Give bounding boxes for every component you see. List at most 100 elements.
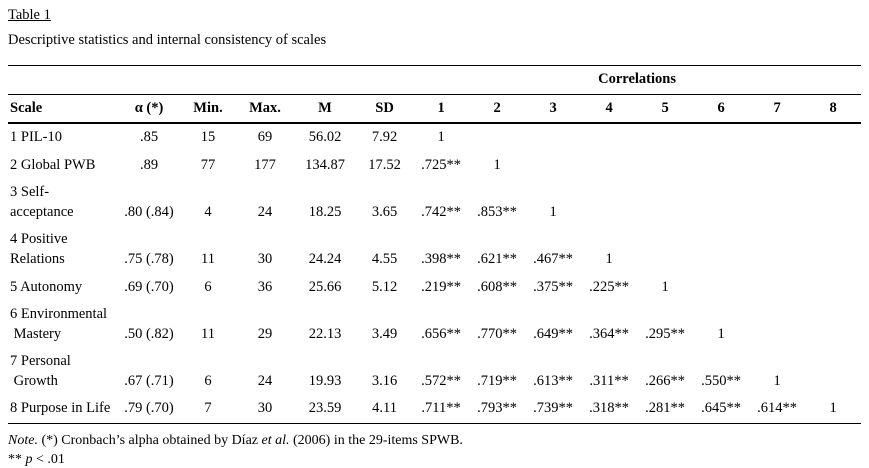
- value-cell: 1: [829, 400, 837, 417]
- value-cell: [693, 274, 749, 302]
- value-cell: 29: [257, 325, 273, 342]
- value-cell: .295**: [645, 325, 685, 342]
- value-cell: 30: [257, 250, 273, 267]
- sig-p: p: [25, 451, 33, 467]
- value-cell: .375**: [533, 278, 573, 295]
- column-header: 6: [693, 94, 750, 125]
- value-cell: .550**: [701, 372, 741, 389]
- value-cell: [805, 301, 861, 348]
- column-header: Min.: [180, 94, 236, 125]
- value-cell: 11: [201, 250, 215, 267]
- value-cell: 1: [605, 250, 613, 267]
- column-header: α (*): [118, 94, 180, 125]
- value-cell: 5.12: [371, 278, 398, 295]
- value-cell: 11: [201, 325, 215, 342]
- column-header: Scale: [8, 94, 118, 125]
- value-cell: [749, 301, 805, 348]
- column-header: 1: [413, 94, 470, 125]
- value-cell: 134.87: [305, 156, 345, 173]
- value-cell: .281**: [645, 400, 685, 417]
- table-row: 1 PIL-10 .85 15 69 56.02 7.92 1: [8, 123, 861, 152]
- value-cell: .75 (.78): [124, 250, 174, 267]
- value-cell: .770**: [477, 325, 517, 342]
- value-cell: .645**: [701, 400, 741, 417]
- value-cell: 25.66: [308, 278, 342, 295]
- value-cell: 1: [773, 372, 781, 389]
- value-cell: .311**: [589, 372, 629, 389]
- value-cell: 56.02: [308, 129, 342, 146]
- value-cell: .79 (.70): [124, 400, 174, 417]
- note-label: Note.: [8, 432, 38, 448]
- table-row: 2 Global PWB .89 77 177 134.87 17.52 .725** 1: [8, 152, 861, 180]
- value-cell: [693, 179, 749, 226]
- value-cell: .853**: [477, 203, 517, 220]
- value-cell: [637, 123, 693, 152]
- column-header: Max.: [236, 94, 294, 125]
- value-cell: .719**: [477, 372, 517, 389]
- value-cell: .266**: [645, 372, 685, 389]
- value-cell: .89: [139, 156, 159, 173]
- value-cell: 77: [200, 156, 216, 173]
- value-cell: .398**: [421, 250, 461, 267]
- group-header-empty-cell: [8, 65, 414, 95]
- note-text-1: (*) Cronbach’s alpha obtained by Díaz: [37, 432, 262, 448]
- value-cell: .67 (.71): [124, 372, 174, 389]
- value-cell: 24: [257, 203, 273, 220]
- value-cell: [749, 123, 805, 152]
- table-subtitle: Descriptive statistics and internal cons…: [8, 32, 327, 48]
- value-cell: .711**: [421, 400, 461, 417]
- value-cell: 30: [257, 400, 273, 417]
- column-header: SD: [356, 94, 414, 125]
- value-cell: 1: [549, 203, 557, 220]
- table-title: Table 1: [8, 7, 51, 23]
- value-cell: [805, 226, 861, 273]
- note-line: Note. (*) Cronbach’s alpha obtained by D…: [8, 433, 861, 449]
- table-row: 8 Purpose in Life .79 (.70) 7 30 23.59 4.11 .7…: [8, 395, 861, 423]
- value-cell: 17.52: [368, 156, 401, 173]
- value-cell: 1: [493, 156, 501, 173]
- value-cell: 3.49: [371, 325, 398, 342]
- value-cell: [637, 179, 693, 226]
- value-cell: 23.59: [308, 400, 342, 417]
- column-header: 4: [581, 94, 638, 125]
- scale-name-cell: 6 Environmental Mastery: [10, 306, 108, 342]
- scale-name-cell: 3 Self- acceptance: [10, 184, 74, 220]
- note-etal: et al.: [261, 432, 290, 448]
- value-cell: [637, 152, 693, 180]
- value-cell: 6: [204, 372, 212, 389]
- value-cell: [581, 179, 637, 226]
- value-cell: .85: [139, 129, 159, 146]
- value-cell: .572**: [421, 372, 461, 389]
- value-cell: .69 (.70): [124, 278, 174, 295]
- value-cell: 7: [204, 400, 212, 417]
- value-cell: [637, 226, 693, 273]
- value-cell: 19.93: [308, 372, 342, 389]
- value-cell: .364**: [589, 325, 629, 342]
- value-cell: .793**: [477, 400, 517, 417]
- value-cell: .614**: [757, 400, 797, 417]
- value-cell: [581, 123, 637, 152]
- value-cell: .739**: [533, 400, 573, 417]
- column-header: M: [294, 94, 356, 125]
- value-cell: [469, 123, 525, 152]
- value-cell: 18.25: [308, 203, 342, 220]
- column-header: 5: [637, 94, 694, 125]
- scale-name-cell: 1 PIL-10: [10, 129, 62, 146]
- value-cell: [525, 152, 581, 180]
- value-cell: 15: [200, 129, 216, 146]
- note-text-2: (2006) in the 29-items SPWB.: [289, 432, 463, 448]
- value-cell: .742**: [421, 203, 461, 220]
- value-cell: .608**: [477, 278, 517, 295]
- value-cell: 3.16: [371, 372, 398, 389]
- value-cell: 24.24: [308, 250, 342, 267]
- value-cell: 7.92: [371, 129, 398, 146]
- value-cell: 4: [204, 203, 212, 220]
- correlations-group-row: Correlations: [8, 65, 862, 95]
- value-cell: [749, 152, 805, 180]
- value-cell: .613**: [533, 372, 573, 389]
- value-cell: [805, 179, 861, 226]
- value-cell: 6: [204, 278, 212, 295]
- value-cell: 4.11: [372, 400, 397, 417]
- value-cell: .649**: [533, 325, 573, 342]
